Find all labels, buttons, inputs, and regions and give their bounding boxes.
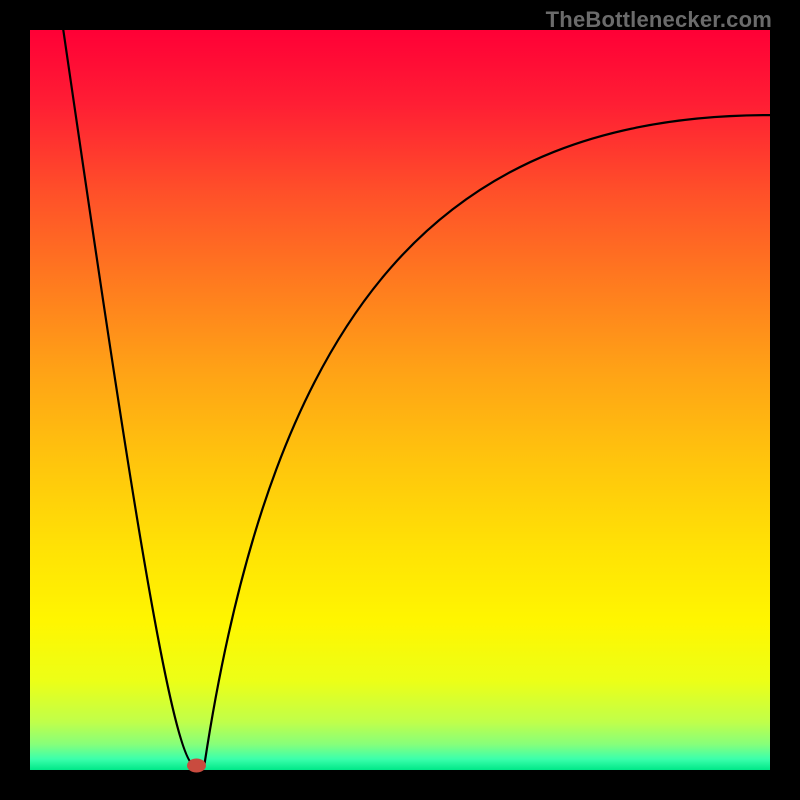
chart-frame: TheBottlenecker.com: [0, 0, 800, 800]
bottleneck-chart: [0, 0, 800, 800]
watermark-text: TheBottlenecker.com: [546, 7, 772, 33]
min-marker: [188, 759, 206, 772]
plot-background: [30, 30, 770, 770]
